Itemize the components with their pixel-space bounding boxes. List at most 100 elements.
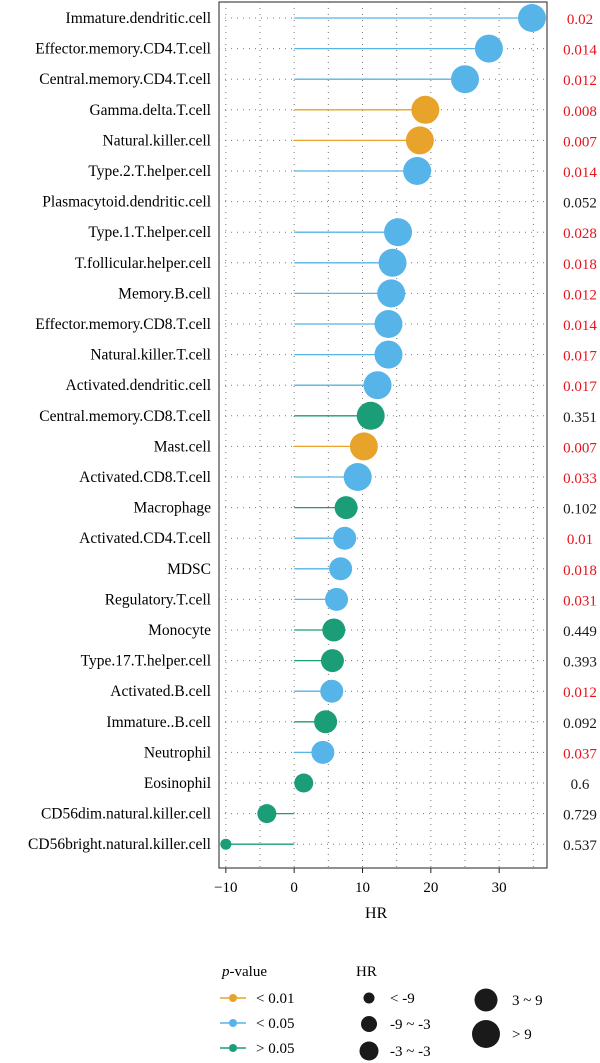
p-value-label: 0.449 <box>563 624 597 640</box>
y-tick-label: Macrophage <box>134 500 212 517</box>
y-tick-label: Neutrophil <box>144 744 211 761</box>
lollipop-dot <box>377 279 406 308</box>
x-axis: −10 0 10 20 30 <box>214 868 507 896</box>
p-value-label: 0.351 <box>563 410 597 426</box>
p-value-label: 0.008 <box>563 104 597 120</box>
grid-lines <box>219 2 547 868</box>
hr-legend-key <box>472 1020 500 1048</box>
p-value-label: 0.6 <box>571 777 590 793</box>
p-value-label: 0.393 <box>563 655 597 671</box>
hr-legend-key <box>359 1041 379 1061</box>
lollipop-dot <box>311 740 335 764</box>
lollipop-dot <box>363 371 392 400</box>
lollipop-dot <box>374 310 403 338</box>
y-tick-label: Effector.memory.CD8.T.cell <box>35 316 211 333</box>
y-axis-labels: Immature.dendritic.cell Effector.memory.C… <box>28 10 211 853</box>
hr-legend-label: < -9 <box>390 991 415 1007</box>
lollipop-dot <box>378 248 407 277</box>
p-legend-key-dot <box>229 1044 237 1052</box>
p-legend-label: > 0.05 <box>256 1041 294 1057</box>
p-value-label: 0.012 <box>563 287 597 303</box>
hr-legend-key <box>363 992 375 1004</box>
y-tick-label: Effector.memory.CD4.T.cell <box>35 41 211 58</box>
p-value-label: 0.018 <box>563 257 597 273</box>
lollipop-dot <box>474 34 503 63</box>
p-value-legend: p-value < 0.01 < 0.05 > 0.05 <box>220 964 294 1057</box>
y-tick-label: Immature.dendritic.cell <box>66 10 211 27</box>
x-tick-label: 30 <box>492 880 507 896</box>
p-value-label: 0.014 <box>563 43 597 59</box>
p-value-label: 0.012 <box>563 685 597 701</box>
y-tick-label: Type.2.T.helper.cell <box>88 163 211 180</box>
p-value-label: 0.018 <box>563 563 597 579</box>
p-value-label: 0.02 <box>567 12 593 28</box>
lollipop-dot <box>343 463 372 491</box>
p-legend-key-dot <box>229 1019 237 1027</box>
p-value-labels: 0.02 0.014 0.012 0.008 0.007 0.014 0.052 0.028 0… <box>563 12 597 854</box>
p-legend-label: < 0.01 <box>256 991 294 1007</box>
x-tick-label: 20 <box>423 880 438 896</box>
y-tick-label: Eosinophil <box>144 775 211 792</box>
x-tick-label: 0 <box>290 880 298 896</box>
hr-size-legend: HR < -9 -9 ~ -3 -3 ~ -3 3 ~ 9 > 9 <box>356 964 543 1061</box>
y-tick-label: Memory.B.cell <box>118 285 211 302</box>
p-value-label: 0.037 <box>563 746 597 762</box>
lollipop-dot <box>294 773 314 793</box>
p-value-label: 0.033 <box>563 471 597 487</box>
lollipop-dot <box>405 126 434 155</box>
x-tick-label: 10 <box>355 880 370 896</box>
lollipop-dot <box>320 649 344 673</box>
lollipop-dots <box>220 4 546 850</box>
y-tick-label: Activated.B.cell <box>110 683 211 700</box>
lollipop-dot <box>334 496 358 520</box>
p-value-label: 0.017 <box>563 349 597 365</box>
hr-legend-label: 3 ~ 9 <box>512 993 543 1009</box>
y-tick-label: Natural.killer.T.cell <box>90 347 211 364</box>
p-value-label: 0.017 <box>563 379 597 395</box>
p-value-legend-title: p-value <box>221 964 267 980</box>
y-tick-label: Monocyte <box>148 622 211 639</box>
p-value-label: 0.014 <box>563 318 597 334</box>
p-value-label: 0.102 <box>563 502 597 518</box>
lollipop-dot <box>257 804 277 824</box>
y-tick-label: Type.17.T.helper.cell <box>81 653 211 670</box>
y-tick-label: Activated.CD8.T.cell <box>79 469 211 486</box>
lollipop-dot <box>374 340 403 369</box>
y-tick-label: Type.1.T.helper.cell <box>88 224 211 241</box>
y-tick-label: Immature..B.cell <box>106 714 211 731</box>
p-legend-label: < 0.05 <box>256 1016 294 1032</box>
y-tick-label: Mast.cell <box>154 438 211 455</box>
lollipop-dot <box>322 618 346 642</box>
p-value-label: 0.007 <box>563 440 597 456</box>
p-value-label: 0.01 <box>567 532 593 548</box>
p-value-label: 0.052 <box>563 196 597 212</box>
lollipop-dot <box>517 4 546 32</box>
lollipop-dot <box>349 432 378 461</box>
y-tick-label: Regulatory.T.cell <box>105 591 211 608</box>
lollipop-dot <box>403 157 432 185</box>
y-tick-label: Natural.killer.cell <box>103 132 211 149</box>
p-value-label: 0.092 <box>563 716 597 732</box>
lollipop-dot <box>333 526 357 550</box>
p-legend-key-dot <box>229 994 237 1002</box>
x-tick-label: −10 <box>214 880 237 896</box>
plot-border <box>218 1 548 869</box>
y-tick-label: Gamma.delta.T.cell <box>89 102 211 119</box>
y-tick-label: Plasmacytoid.dendritic.cell <box>42 194 211 211</box>
plot-panel <box>218 1 548 869</box>
p-value-label: 0.007 <box>563 134 597 150</box>
hr-legend-key <box>361 1016 377 1032</box>
lollipop-dot <box>320 679 344 703</box>
y-tick-label: MDSC <box>167 561 211 578</box>
y-tick-label: CD56dim.natural.killer.cell <box>41 806 211 823</box>
hr-legend-label: -9 ~ -3 <box>390 1017 431 1033</box>
p-value-label: 0.028 <box>563 226 597 242</box>
lollipop-dot <box>411 95 440 124</box>
y-tick-label: Activated.dendritic.cell <box>66 377 211 394</box>
y-tick-label: CD56bright.natural.killer.cell <box>28 836 211 853</box>
p-value-label: 0.012 <box>563 73 597 89</box>
p-value-label: 0.014 <box>563 165 597 181</box>
p-value-label: 0.031 <box>563 593 597 609</box>
lollipop-dot <box>314 710 338 734</box>
